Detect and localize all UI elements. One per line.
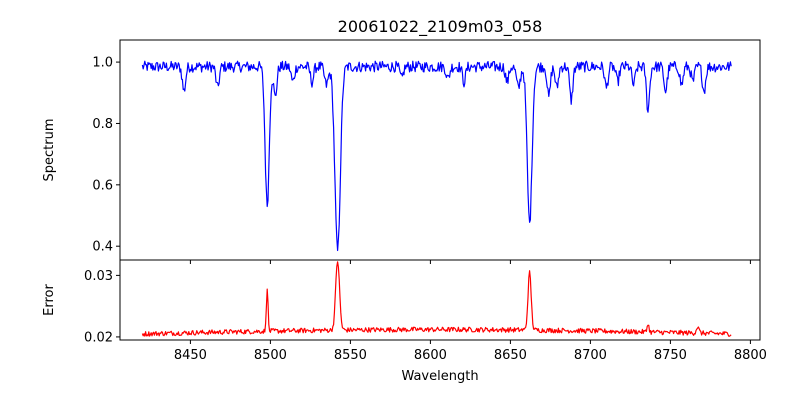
spectrum-y-tick-label: 0.4 (92, 240, 113, 255)
error-x-tick-label: 8650 (494, 348, 527, 363)
spectrum-y-label: Spectrum (42, 119, 57, 182)
error-x-ticks: 8450 8500 8550 8600 8650 8700 8750 8800 (174, 340, 767, 363)
error-x-tick-label: 8750 (654, 348, 687, 363)
error-panel: 0.02 0.03 8450 8500 8550 8600 8650 8700 8750 880… (42, 259, 767, 384)
error-x-tick-label: 8600 (414, 348, 447, 363)
error-x-tick-label: 8550 (334, 348, 367, 363)
error-y-label: Error (42, 284, 57, 316)
spectrum-series-line (141, 60, 732, 252)
chart-title: 20061022_2109m03_058 (338, 17, 543, 37)
spectrum-panel: 0.4 0.6 0.8 1.0 Spectrum (42, 39, 761, 264)
error-x-tick-label: 8500 (254, 348, 287, 363)
spectrum-y-ticks: 0.4 0.6 0.8 1.0 (92, 56, 120, 255)
error-y-tick-label: 0.02 (84, 330, 113, 345)
spectrum-y-tick-label: 0.6 (92, 178, 113, 193)
error-y-ticks: 0.02 0.03 (84, 269, 120, 345)
error-x-tick-label: 8800 (734, 348, 767, 363)
spectrum-y-tick-label: 1.0 (92, 56, 113, 71)
error-axes-frame (119, 259, 761, 341)
error-x-label: Wavelength (401, 369, 478, 384)
error-series-line (141, 261, 732, 337)
spectrum-y-tick-label: 0.8 (92, 117, 113, 132)
spectrum-x-ticks (189, 260, 751, 264)
error-x-tick-label: 8450 (174, 348, 207, 363)
error-x-tick-label: 8700 (574, 348, 607, 363)
error-y-tick-label: 0.03 (84, 269, 113, 284)
